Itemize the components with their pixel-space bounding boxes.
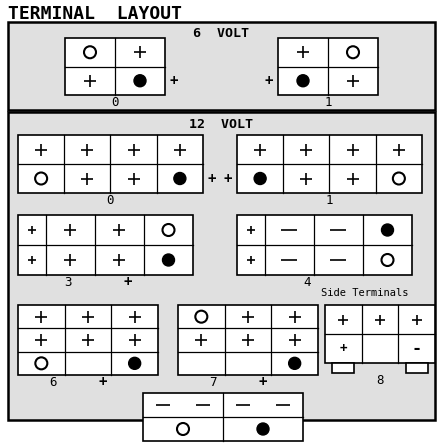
Text: +: + [264, 74, 273, 88]
Circle shape [381, 224, 393, 236]
Bar [8, 112, 435, 420]
Bar [18, 305, 158, 375]
Bar [65, 38, 165, 95]
Text: 1: 1 [326, 194, 333, 206]
Text: 0: 0 [107, 194, 114, 206]
Circle shape [174, 172, 186, 184]
Text: +: + [224, 171, 232, 186]
Text: 9: 9 [219, 442, 227, 443]
Text: -: - [412, 339, 422, 358]
Circle shape [163, 254, 175, 266]
Bar [332, 363, 354, 373]
Circle shape [254, 172, 266, 184]
Bar [325, 305, 435, 363]
Circle shape [297, 75, 309, 87]
Circle shape [128, 358, 141, 369]
Bar [8, 22, 435, 110]
Bar [406, 363, 427, 373]
Text: 3: 3 [64, 276, 72, 288]
Text: +: + [259, 375, 267, 389]
Text: +: + [340, 342, 347, 355]
Bar [278, 38, 378, 95]
Circle shape [289, 358, 301, 369]
Bar [178, 305, 318, 375]
Circle shape [257, 423, 269, 435]
Text: TERMINAL  LAYOUT: TERMINAL LAYOUT [8, 5, 182, 23]
Text: 1: 1 [324, 96, 332, 109]
Bar [18, 135, 203, 193]
Bar [237, 215, 412, 275]
Text: 4: 4 [303, 276, 311, 288]
Bar [18, 215, 193, 275]
Text: 6  VOLT: 6 VOLT [193, 27, 249, 39]
Circle shape [134, 75, 146, 87]
Text: +: + [170, 74, 179, 88]
Text: 12  VOLT: 12 VOLT [189, 117, 253, 131]
Bar [143, 393, 303, 441]
Text: 8: 8 [376, 373, 384, 386]
Text: 7: 7 [209, 376, 217, 389]
Text: 0: 0 [111, 96, 119, 109]
Bar [237, 135, 422, 193]
Text: +: + [99, 375, 107, 389]
Text: Side Terminals: Side Terminals [321, 288, 409, 298]
Text: +: + [124, 275, 132, 289]
Text: 6: 6 [49, 376, 57, 389]
Text: +: + [208, 171, 216, 186]
